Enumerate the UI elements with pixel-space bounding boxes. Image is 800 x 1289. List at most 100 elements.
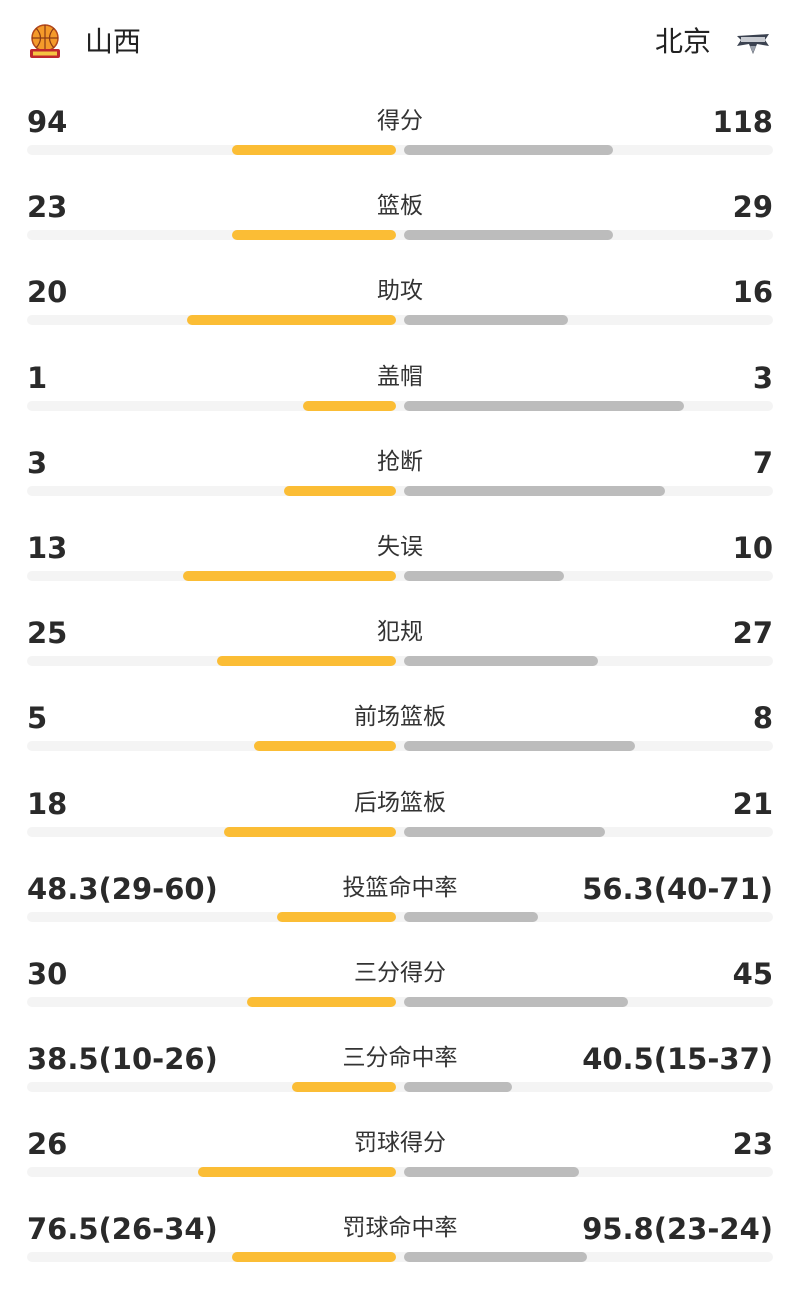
away-stat-bar [404, 570, 564, 581]
away-team-name: 北京 [654, 25, 711, 58]
away-stat-value: 118 [712, 105, 773, 139]
home-stat-value: 25 [27, 616, 68, 651]
away-stat-value: 21 [732, 786, 773, 821]
home-stat-bar [183, 570, 396, 581]
away-stat-value: 23 [732, 1127, 773, 1162]
home-stat-value: 76.5(26-34) [27, 1212, 218, 1247]
home-stat-bar [217, 656, 396, 667]
stat-row: 23 篮板 29 [0, 181, 800, 266]
stat-row: 1 盖帽 3 [0, 352, 800, 437]
home-stat-value: 13 [27, 530, 68, 565]
home-stat-bar [303, 400, 396, 411]
home-stat-value: 18 [27, 786, 68, 821]
away-stat-bar [404, 315, 568, 326]
stat-row: 94 得分 118 [0, 96, 800, 181]
team-header: 山西 北京 [0, 0, 800, 86]
home-stat-value: 30 [27, 956, 68, 991]
home-stat-value: 26 [27, 1127, 68, 1162]
home-stat-bar [232, 145, 396, 155]
stat-row: 25 犯规 27 [0, 607, 800, 692]
away-stat-bar [404, 741, 635, 752]
home-stat-bar [254, 741, 396, 752]
stat-track [27, 656, 773, 667]
away-team[interactable]: 北京 [655, 22, 773, 62]
stat-row: 5 前场篮板 8 [0, 692, 800, 777]
stat-label: 后场篮板 [354, 789, 446, 816]
home-stat-bar [284, 485, 396, 496]
stat-track [27, 741, 773, 752]
stat-track [27, 315, 773, 326]
away-stat-value: 10 [732, 530, 773, 565]
home-stat-bar [292, 1082, 396, 1093]
stat-label: 投篮命中率 [342, 874, 458, 901]
stat-track [27, 1252, 773, 1263]
away-stat-value: 95.8(23-24) [582, 1212, 773, 1247]
stat-row: 38.5(10-26) 三分命中率 40.5(15-37) [0, 1033, 800, 1118]
stat-label: 盖帽 [377, 363, 423, 390]
away-stat-bar [404, 826, 605, 837]
away-stat-value: 3 [752, 360, 773, 395]
home-stat-value: 5 [27, 701, 48, 736]
home-stat-bar [224, 826, 396, 837]
beijing-ducks-logo-icon [737, 34, 769, 54]
stat-label: 罚球命中率 [342, 1215, 458, 1242]
home-stat-bar [277, 911, 396, 922]
away-stat-bar [404, 230, 613, 241]
home-stat-value: 38.5(10-26) [27, 1042, 218, 1077]
home-stat-value: 20 [27, 275, 68, 310]
home-stat-value: 94 [27, 105, 68, 139]
home-stat-value: 3 [27, 445, 48, 480]
away-stat-value: 40.5(15-37) [582, 1042, 773, 1077]
stat-label: 助攻 [377, 278, 423, 305]
away-stat-bar [404, 656, 598, 667]
home-stat-value: 23 [27, 190, 68, 225]
stat-track [27, 400, 773, 411]
stat-track [27, 1167, 773, 1178]
stat-row: 20 助攻 16 [0, 266, 800, 351]
home-stat-bar [247, 996, 396, 1007]
home-team-name: 山西 [85, 25, 142, 58]
home-stat-bar [187, 315, 396, 326]
home-stat-bar [198, 1167, 396, 1178]
home-stat-bar [232, 230, 396, 241]
stat-label: 三分命中率 [342, 1045, 458, 1072]
home-stat-value: 1 [27, 360, 48, 395]
stat-row: 30 三分得分 45 [0, 948, 800, 1033]
stat-track [27, 230, 773, 241]
stat-row: 18 后场篮板 21 [0, 778, 800, 863]
shanxi-loongs-logo-icon [30, 24, 60, 58]
away-stat-value: 45 [732, 956, 773, 991]
stat-track [27, 996, 773, 1007]
stat-row: 76.5(26-34) 罚球命中率 95.8(23-24) [0, 1203, 800, 1288]
stats-list: 94 得分 118 23 篮板 29 20 助攻 16 1 盖帽 3 3 抢断 7 13 失误 10 25 犯规 27 5… [0, 96, 800, 1289]
stat-label: 篮板 [377, 193, 423, 220]
away-stat-value: 27 [732, 616, 773, 651]
stat-label: 抢断 [377, 448, 423, 475]
stat-row: 26 罚球得分 23 [0, 1118, 800, 1203]
stat-row: 3 抢断 7 [0, 437, 800, 522]
stat-label: 失误 [377, 533, 423, 560]
stat-label: 罚球得分 [354, 1130, 446, 1157]
away-stat-bar [404, 485, 665, 496]
away-stat-bar [404, 1252, 587, 1263]
stat-label: 犯规 [377, 619, 423, 646]
stat-track [27, 826, 773, 837]
stat-track [27, 911, 773, 922]
away-stat-bar [404, 911, 538, 922]
stat-row: 13 失误 10 [0, 522, 800, 607]
stat-track [27, 485, 773, 496]
stat-label: 前场篮板 [354, 704, 446, 731]
away-stat-value: 7 [752, 445, 773, 480]
stat-row: 48.3(29-60) 投篮命中率 56.3(40-71) [0, 863, 800, 948]
away-stat-bar [404, 1167, 579, 1178]
home-stat-bar [232, 1252, 396, 1263]
stat-track [27, 145, 773, 155]
stat-track [27, 1082, 773, 1093]
away-stat-bar [404, 145, 613, 155]
away-stat-value: 16 [732, 275, 773, 310]
away-stat-value: 29 [732, 190, 773, 225]
stat-label: 三分得分 [354, 959, 446, 986]
away-stat-bar [404, 1082, 512, 1093]
away-stat-value: 8 [752, 701, 773, 736]
home-team[interactable]: 山西 [27, 22, 141, 62]
